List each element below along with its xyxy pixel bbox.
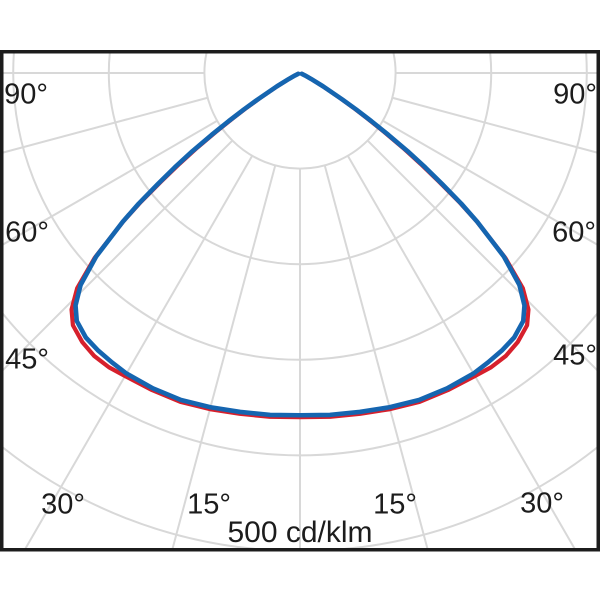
angle-label-right-60: 60° xyxy=(552,216,596,249)
angle-label-right-45: 45° xyxy=(553,339,597,372)
radial-scale-label: 500 cd/klm xyxy=(227,516,373,549)
chart-frame xyxy=(0,50,600,552)
angle-label-left-30: 30° xyxy=(41,488,85,521)
grid-radial-left-60 xyxy=(3,119,218,246)
blue-curve xyxy=(73,71,527,418)
angle-label-left-90: 90° xyxy=(4,78,48,111)
grid-radial-left-30 xyxy=(24,155,254,548)
grid-radial-right-75 xyxy=(392,96,597,154)
grid-circle-100 xyxy=(203,53,397,170)
grid-radial-right-30 xyxy=(346,155,576,548)
angle-label-right-30: 30° xyxy=(520,487,564,520)
angle-label-left-60: 60° xyxy=(5,216,49,249)
grid-radial-left-75 xyxy=(3,96,208,154)
grid-radial-right-15 xyxy=(323,165,429,548)
grid-radial-right-45 xyxy=(366,139,597,371)
angle-label-left-15: 15° xyxy=(187,488,231,521)
grid-radial-left-45 xyxy=(3,139,234,371)
angle-label-right-15: 15° xyxy=(373,488,417,521)
grid-radial-left-15 xyxy=(171,165,277,548)
grid-radial-right-60 xyxy=(382,119,597,246)
angle-label-left-45: 45° xyxy=(5,343,49,376)
angle-label-right-90: 90° xyxy=(553,78,597,111)
